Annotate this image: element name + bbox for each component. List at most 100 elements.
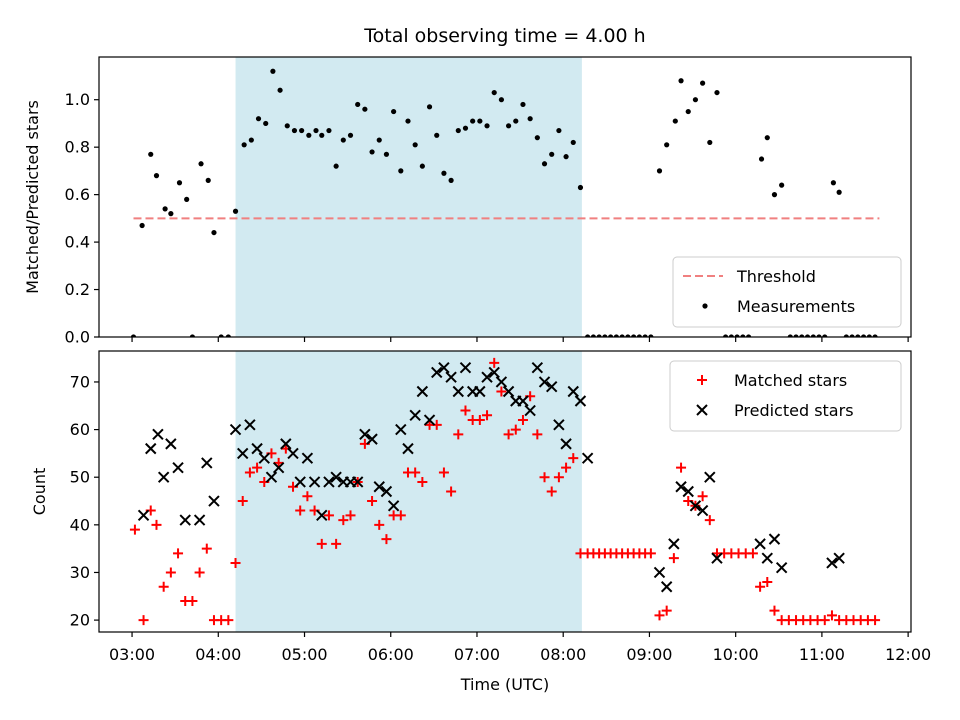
predicted-star-point: [474, 385, 486, 398]
measurement-point: [306, 132, 312, 138]
matched-star-point: [668, 553, 679, 564]
matched-star-point: [546, 486, 557, 497]
count-panel: 20 30 40 50 60 70 03:00 04:00 05:00 06:00 07:00 08…: [30, 350, 931, 664]
predicted-star-point: [459, 361, 472, 374]
predicted-star-point: [553, 419, 565, 431]
measurement-point: [700, 80, 706, 86]
measurement-point: [563, 154, 569, 160]
measurement-point: [176, 180, 183, 186]
matched-star-point: [561, 462, 572, 473]
predicted-star-point: [423, 414, 436, 426]
y-tick-label: 0.8: [65, 138, 90, 157]
matched-star-point: [654, 610, 665, 621]
predicted-star-point: [833, 552, 845, 564]
predicted-star-point: [682, 485, 694, 498]
ratio-y-axis-label: Matched/Predicted stars: [23, 100, 42, 294]
measurement-point: [277, 87, 283, 93]
measurement-point: [491, 89, 497, 96]
predicted-star-point: [380, 485, 393, 498]
measurement-point: [714, 89, 720, 96]
matched-star-point: [323, 510, 334, 521]
y-tick-label: 70: [70, 372, 90, 391]
measurement-point: [723, 334, 729, 337]
matched-star-point: [374, 519, 385, 530]
predicted-star-point: [409, 409, 421, 422]
predicted-star-point: [330, 471, 342, 483]
predicted-star-point: [244, 419, 256, 431]
count-y-axis-label: Count: [30, 468, 49, 516]
measurement-point: [198, 161, 204, 167]
x-tick-label: 12:00: [885, 645, 931, 664]
measurement-point: [299, 127, 305, 134]
measurement-point: [319, 132, 325, 138]
measurement-point: [793, 334, 799, 337]
measurement-point: [642, 334, 648, 337]
predicted-star-point: [696, 504, 709, 517]
y-tick-label: 0.2: [65, 280, 90, 299]
matched-star-point: [194, 567, 205, 578]
x-tick-label: 09:00: [626, 645, 672, 664]
predicted-star-point: [280, 438, 292, 450]
measurement-point: [648, 334, 654, 337]
measurement-point: [270, 68, 276, 74]
predicted-star-point: [560, 438, 572, 450]
measurement-point: [872, 334, 878, 337]
predicted-star-point: [157, 471, 170, 483]
predicted-star-point: [294, 476, 306, 488]
measurement-point: [248, 137, 254, 143]
x-tick-label: 10:00: [713, 645, 759, 664]
predicted-star-point: [704, 471, 716, 483]
matched-star-point: [474, 415, 485, 426]
measurement-point: [613, 334, 619, 337]
matched-star-point: [568, 453, 579, 464]
legend-predicted-swatch: [696, 404, 708, 416]
measurement-point: [692, 97, 699, 103]
measurement-point: [455, 127, 461, 134]
measurement-point: [799, 334, 805, 337]
predicted-star-point: [574, 395, 587, 407]
predicted-star-point: [193, 514, 206, 526]
predicted-star-point: [179, 514, 191, 526]
measurement-point: [728, 334, 734, 337]
matched-star-point: [870, 615, 881, 626]
predicted-star-point: [495, 376, 508, 388]
matched-star-point: [345, 510, 356, 521]
matched-star-point: [316, 538, 327, 549]
predicted-star-point: [675, 481, 687, 493]
measurement-point: [448, 177, 454, 183]
predicted-star-point: [775, 561, 788, 574]
matched-star-point: [237, 496, 248, 507]
measurement-point: [405, 118, 411, 124]
matched-star-point: [697, 491, 708, 502]
predicted-star-point: [402, 442, 414, 455]
matched-star-point: [489, 357, 500, 368]
y-tick-label: 50: [70, 468, 90, 487]
matched-star-point: [661, 605, 672, 616]
matched-star-point: [302, 491, 313, 502]
matched-star-point: [173, 548, 184, 559]
x-tick-label: 03:00: [109, 645, 155, 664]
predicted-star-point: [481, 371, 493, 383]
matched-star-point: [482, 410, 493, 421]
measurement-point: [168, 211, 174, 217]
predicted-star-point: [301, 452, 314, 464]
predicted-star-point: [359, 428, 371, 441]
observing-window-shade: [235, 57, 582, 337]
matched-star-point: [676, 462, 687, 473]
x-tick-label: 04:00: [195, 645, 241, 664]
matched-star-point: [201, 543, 212, 554]
matched-star-point: [539, 472, 550, 483]
predicted-star-point: [165, 438, 177, 450]
measurement-point: [426, 104, 433, 110]
matched-star-point: [532, 429, 543, 440]
measurement-point: [441, 170, 447, 176]
legend-box: [672, 256, 902, 328]
predicted-star-point: [581, 452, 594, 464]
predicted-star-point: [323, 476, 335, 488]
measurement-point: [153, 173, 160, 179]
predicted-star-point: [395, 423, 407, 436]
legend-label: Predicted stars: [734, 401, 854, 420]
predicted-star-point: [524, 404, 536, 417]
matched-star-point: [417, 476, 428, 487]
x-tick-label: 11:00: [799, 645, 845, 664]
